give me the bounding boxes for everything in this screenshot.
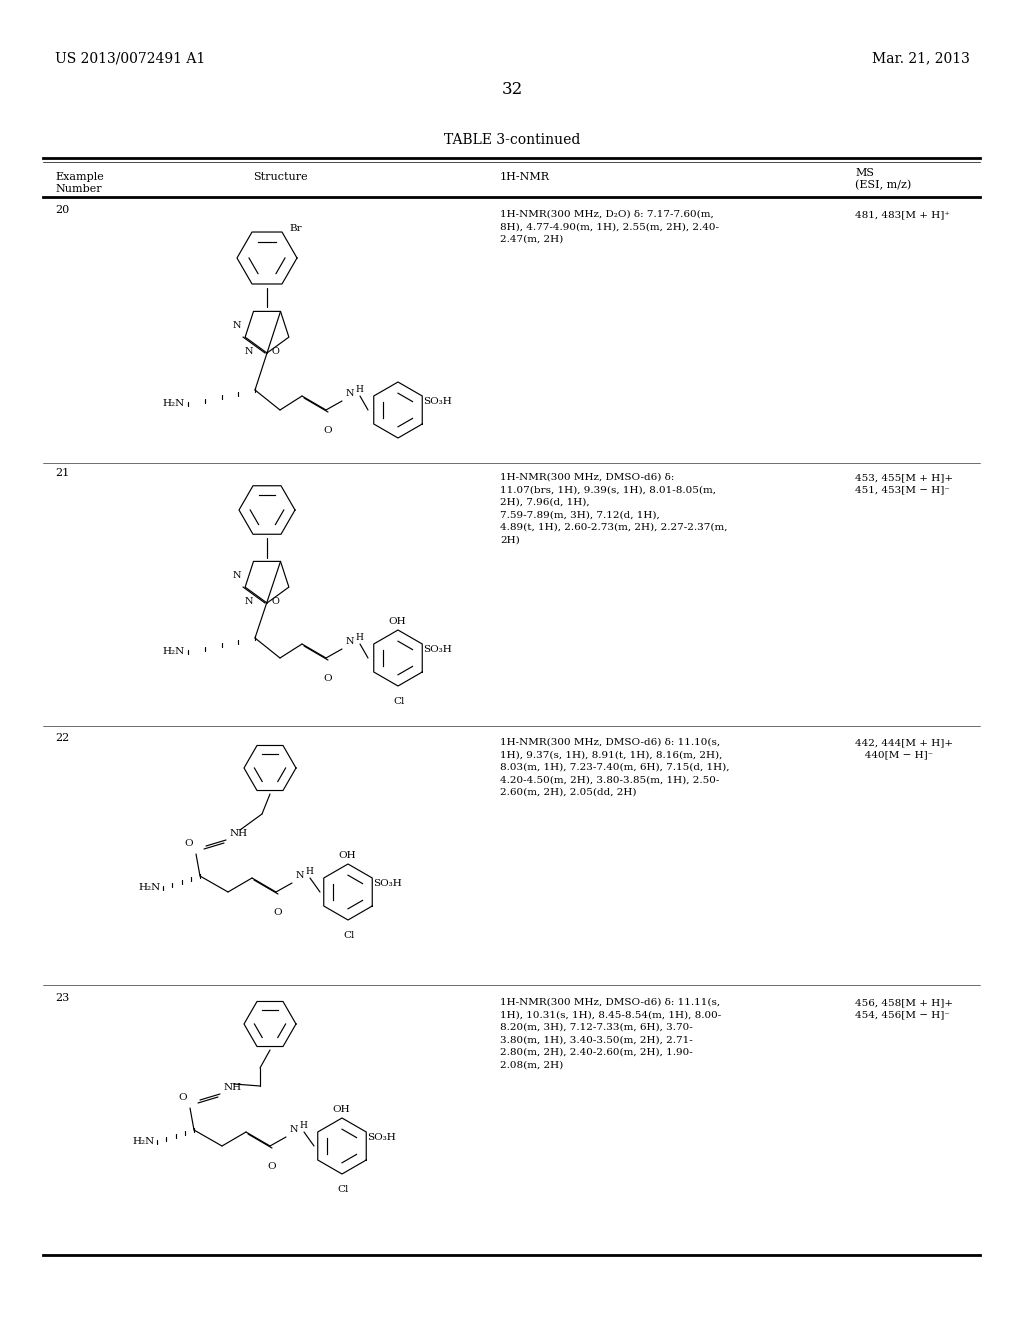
Text: Mar. 21, 2013: Mar. 21, 2013 xyxy=(872,51,970,65)
Text: NH: NH xyxy=(230,829,248,838)
Text: Example: Example xyxy=(55,172,103,182)
Text: Cl: Cl xyxy=(393,697,404,706)
Text: US 2013/0072491 A1: US 2013/0072491 A1 xyxy=(55,51,205,65)
Text: H₂N: H₂N xyxy=(163,648,185,656)
Text: H: H xyxy=(305,867,313,876)
Text: (ESI, m/z): (ESI, m/z) xyxy=(855,180,911,190)
Text: O: O xyxy=(178,1093,186,1102)
Text: H₂N: H₂N xyxy=(138,883,161,892)
Text: N: N xyxy=(232,572,242,581)
Text: 23: 23 xyxy=(55,993,70,1003)
Text: SO₃H: SO₃H xyxy=(367,1134,395,1143)
Text: Structure: Structure xyxy=(253,172,307,182)
Text: 32: 32 xyxy=(502,82,522,99)
Text: 1H-NMR: 1H-NMR xyxy=(500,172,550,182)
Text: 22: 22 xyxy=(55,733,70,743)
Text: 1H-NMR(300 MHz, D₂O) δ: 7.17-7.60(m,
8H), 4.77-4.90(m, 1H), 2.55(m, 2H), 2.40-
2: 1H-NMR(300 MHz, D₂O) δ: 7.17-7.60(m, 8H)… xyxy=(500,210,719,244)
Text: O: O xyxy=(184,840,193,849)
Text: H: H xyxy=(355,385,362,395)
Text: O: O xyxy=(271,347,279,356)
Text: 20: 20 xyxy=(55,205,70,215)
Text: OH: OH xyxy=(338,851,355,861)
Text: O: O xyxy=(273,908,283,917)
Text: MS: MS xyxy=(855,168,874,178)
Text: N: N xyxy=(296,871,304,880)
Text: TABLE 3-continued: TABLE 3-continued xyxy=(443,133,581,147)
Text: OH: OH xyxy=(332,1106,349,1114)
Text: N: N xyxy=(232,322,242,330)
Text: SO₃H: SO₃H xyxy=(423,645,452,655)
Text: Number: Number xyxy=(55,183,101,194)
Text: O: O xyxy=(271,598,279,606)
Text: O: O xyxy=(267,1162,276,1171)
Text: H: H xyxy=(299,1122,307,1130)
Text: N: N xyxy=(245,347,253,356)
Text: 21: 21 xyxy=(55,469,70,478)
Text: H: H xyxy=(355,634,362,643)
Text: SO₃H: SO₃H xyxy=(373,879,401,888)
Text: SO₃H: SO₃H xyxy=(423,397,452,407)
Text: 1H-NMR(300 MHz, DMSO-d6) δ: 11.11(s,
1H), 10.31(s, 1H), 8.45-8.54(m, 1H), 8.00-
: 1H-NMR(300 MHz, DMSO-d6) δ: 11.11(s, 1H)… xyxy=(500,998,721,1069)
Text: 456, 458[M + H]+
454, 456[M − H]⁻: 456, 458[M + H]+ 454, 456[M − H]⁻ xyxy=(855,998,953,1019)
Text: N: N xyxy=(290,1126,299,1134)
Text: 453, 455[M + H]+
451, 453[M − H]⁻: 453, 455[M + H]+ 451, 453[M − H]⁻ xyxy=(855,473,953,495)
Text: 442, 444[M + H]+
   440[M − H]⁻: 442, 444[M + H]+ 440[M − H]⁻ xyxy=(855,738,953,759)
Text: N: N xyxy=(346,638,354,647)
Text: H₂N: H₂N xyxy=(133,1138,155,1147)
Text: O: O xyxy=(324,426,333,436)
Text: 1H-NMR(300 MHz, DMSO-d6) δ:
11.07(brs, 1H), 9.39(s, 1H), 8.01-8.05(m,
2H), 7.96(: 1H-NMR(300 MHz, DMSO-d6) δ: 11.07(brs, 1… xyxy=(500,473,727,544)
Text: H₂N: H₂N xyxy=(163,400,185,408)
Text: Br: Br xyxy=(289,224,302,234)
Text: OH: OH xyxy=(388,618,406,627)
Text: N: N xyxy=(346,389,354,399)
Text: N: N xyxy=(245,598,253,606)
Text: 481, 483[M + H]⁺: 481, 483[M + H]⁺ xyxy=(855,210,950,219)
Text: O: O xyxy=(324,675,333,682)
Text: 1H-NMR(300 MHz, DMSO-d6) δ: 11.10(s,
1H), 9.37(s, 1H), 8.91(t, 1H), 8.16(m, 2H),: 1H-NMR(300 MHz, DMSO-d6) δ: 11.10(s, 1H)… xyxy=(500,738,729,797)
Text: Cl: Cl xyxy=(343,932,354,940)
Text: Cl: Cl xyxy=(337,1185,348,1195)
Text: NH: NH xyxy=(224,1084,242,1093)
